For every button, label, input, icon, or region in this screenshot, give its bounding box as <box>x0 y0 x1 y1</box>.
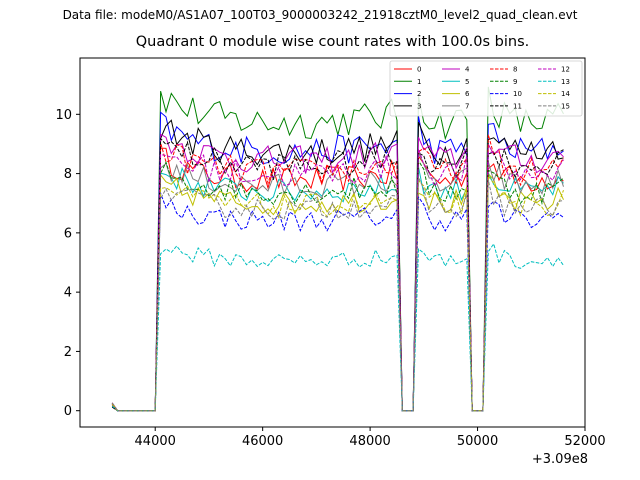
legend-label-5: 5 <box>465 78 469 86</box>
legend-label-7: 7 <box>465 102 469 110</box>
x-tick-label: 52000 <box>564 434 605 449</box>
series-line-15 <box>111 177 564 412</box>
legend-label-14: 14 <box>561 90 570 98</box>
series-line-9 <box>111 158 564 412</box>
legend-label-0: 0 <box>417 66 421 74</box>
series-line-8 <box>111 134 564 412</box>
legend-label-1: 1 <box>417 78 421 86</box>
y-tick-label: 4 <box>64 286 72 301</box>
series-line-4 <box>111 133 564 412</box>
legend-label-4: 4 <box>465 66 470 74</box>
legend-label-9: 9 <box>513 78 517 86</box>
series-line-6 <box>111 172 564 412</box>
legend-label-13: 13 <box>561 78 570 86</box>
series-line-14 <box>111 174 564 412</box>
legend-label-3: 3 <box>417 102 421 110</box>
legend-label-15: 15 <box>561 102 570 110</box>
x-axis-offset-label: +3.09e8 <box>531 452 588 467</box>
legend-label-8: 8 <box>513 66 517 74</box>
x-tick-label: 46000 <box>242 434 283 449</box>
legend-frame <box>389 60 583 117</box>
y-tick-label: 10 <box>55 108 72 123</box>
series-line-5 <box>111 166 564 412</box>
data-file-title: Data file: modeM0/AS1A07_100T03_90000032… <box>62 8 578 22</box>
series-line-11 <box>111 137 564 412</box>
y-tick-label: 2 <box>64 345 72 360</box>
x-tick-label: 44000 <box>135 434 176 449</box>
legend-label-10: 10 <box>513 90 522 98</box>
x-tick-label: 48000 <box>349 434 390 449</box>
series-line-12 <box>111 148 564 412</box>
y-tick-label: 8 <box>64 167 72 182</box>
x-tick-label: 50000 <box>457 434 498 449</box>
legend-label-6: 6 <box>465 90 470 98</box>
chart-title: Quadrant 0 module wise count rates with … <box>135 34 530 50</box>
legend-label-12: 12 <box>561 66 570 74</box>
series-line-10 <box>111 193 564 412</box>
plot-area <box>111 86 564 412</box>
y-tick-label: 6 <box>64 226 72 241</box>
legend-label-2: 2 <box>417 90 421 98</box>
series-line-13 <box>111 242 564 412</box>
y-tick-label: 0 <box>64 404 72 419</box>
series-line-2 <box>111 111 564 412</box>
axes-frame <box>79 57 586 428</box>
legend-label-11: 11 <box>513 102 522 110</box>
